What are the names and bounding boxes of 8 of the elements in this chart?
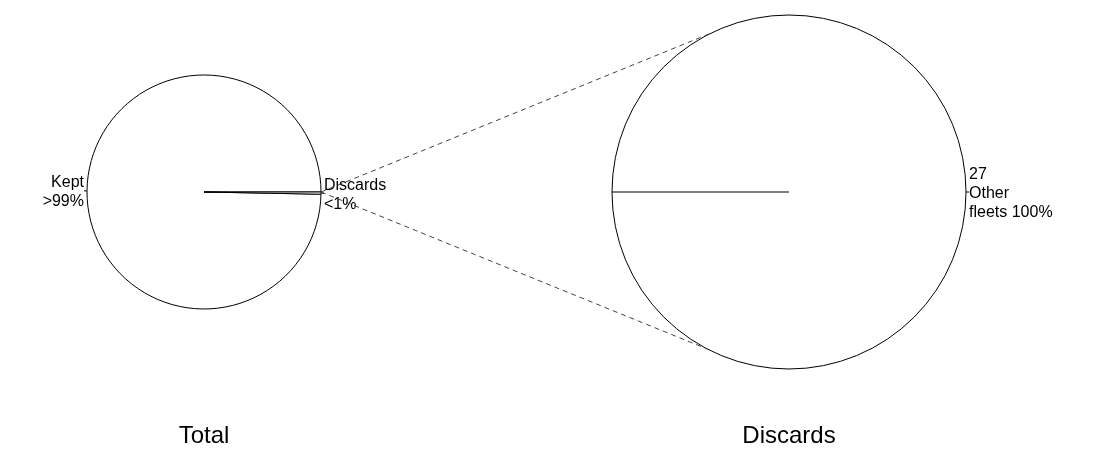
slice-label: Discards (323, 175, 387, 193)
slice-label: Kept (51, 173, 85, 191)
text: Discards (742, 421, 836, 448)
data-label: <1% (323, 194, 357, 212)
text: Total (178, 421, 230, 448)
pie-slice (86, 74, 322, 310)
slice-label: 27 Other fleets 100% (969, 165, 1053, 220)
data-label: >99% (42, 192, 85, 210)
